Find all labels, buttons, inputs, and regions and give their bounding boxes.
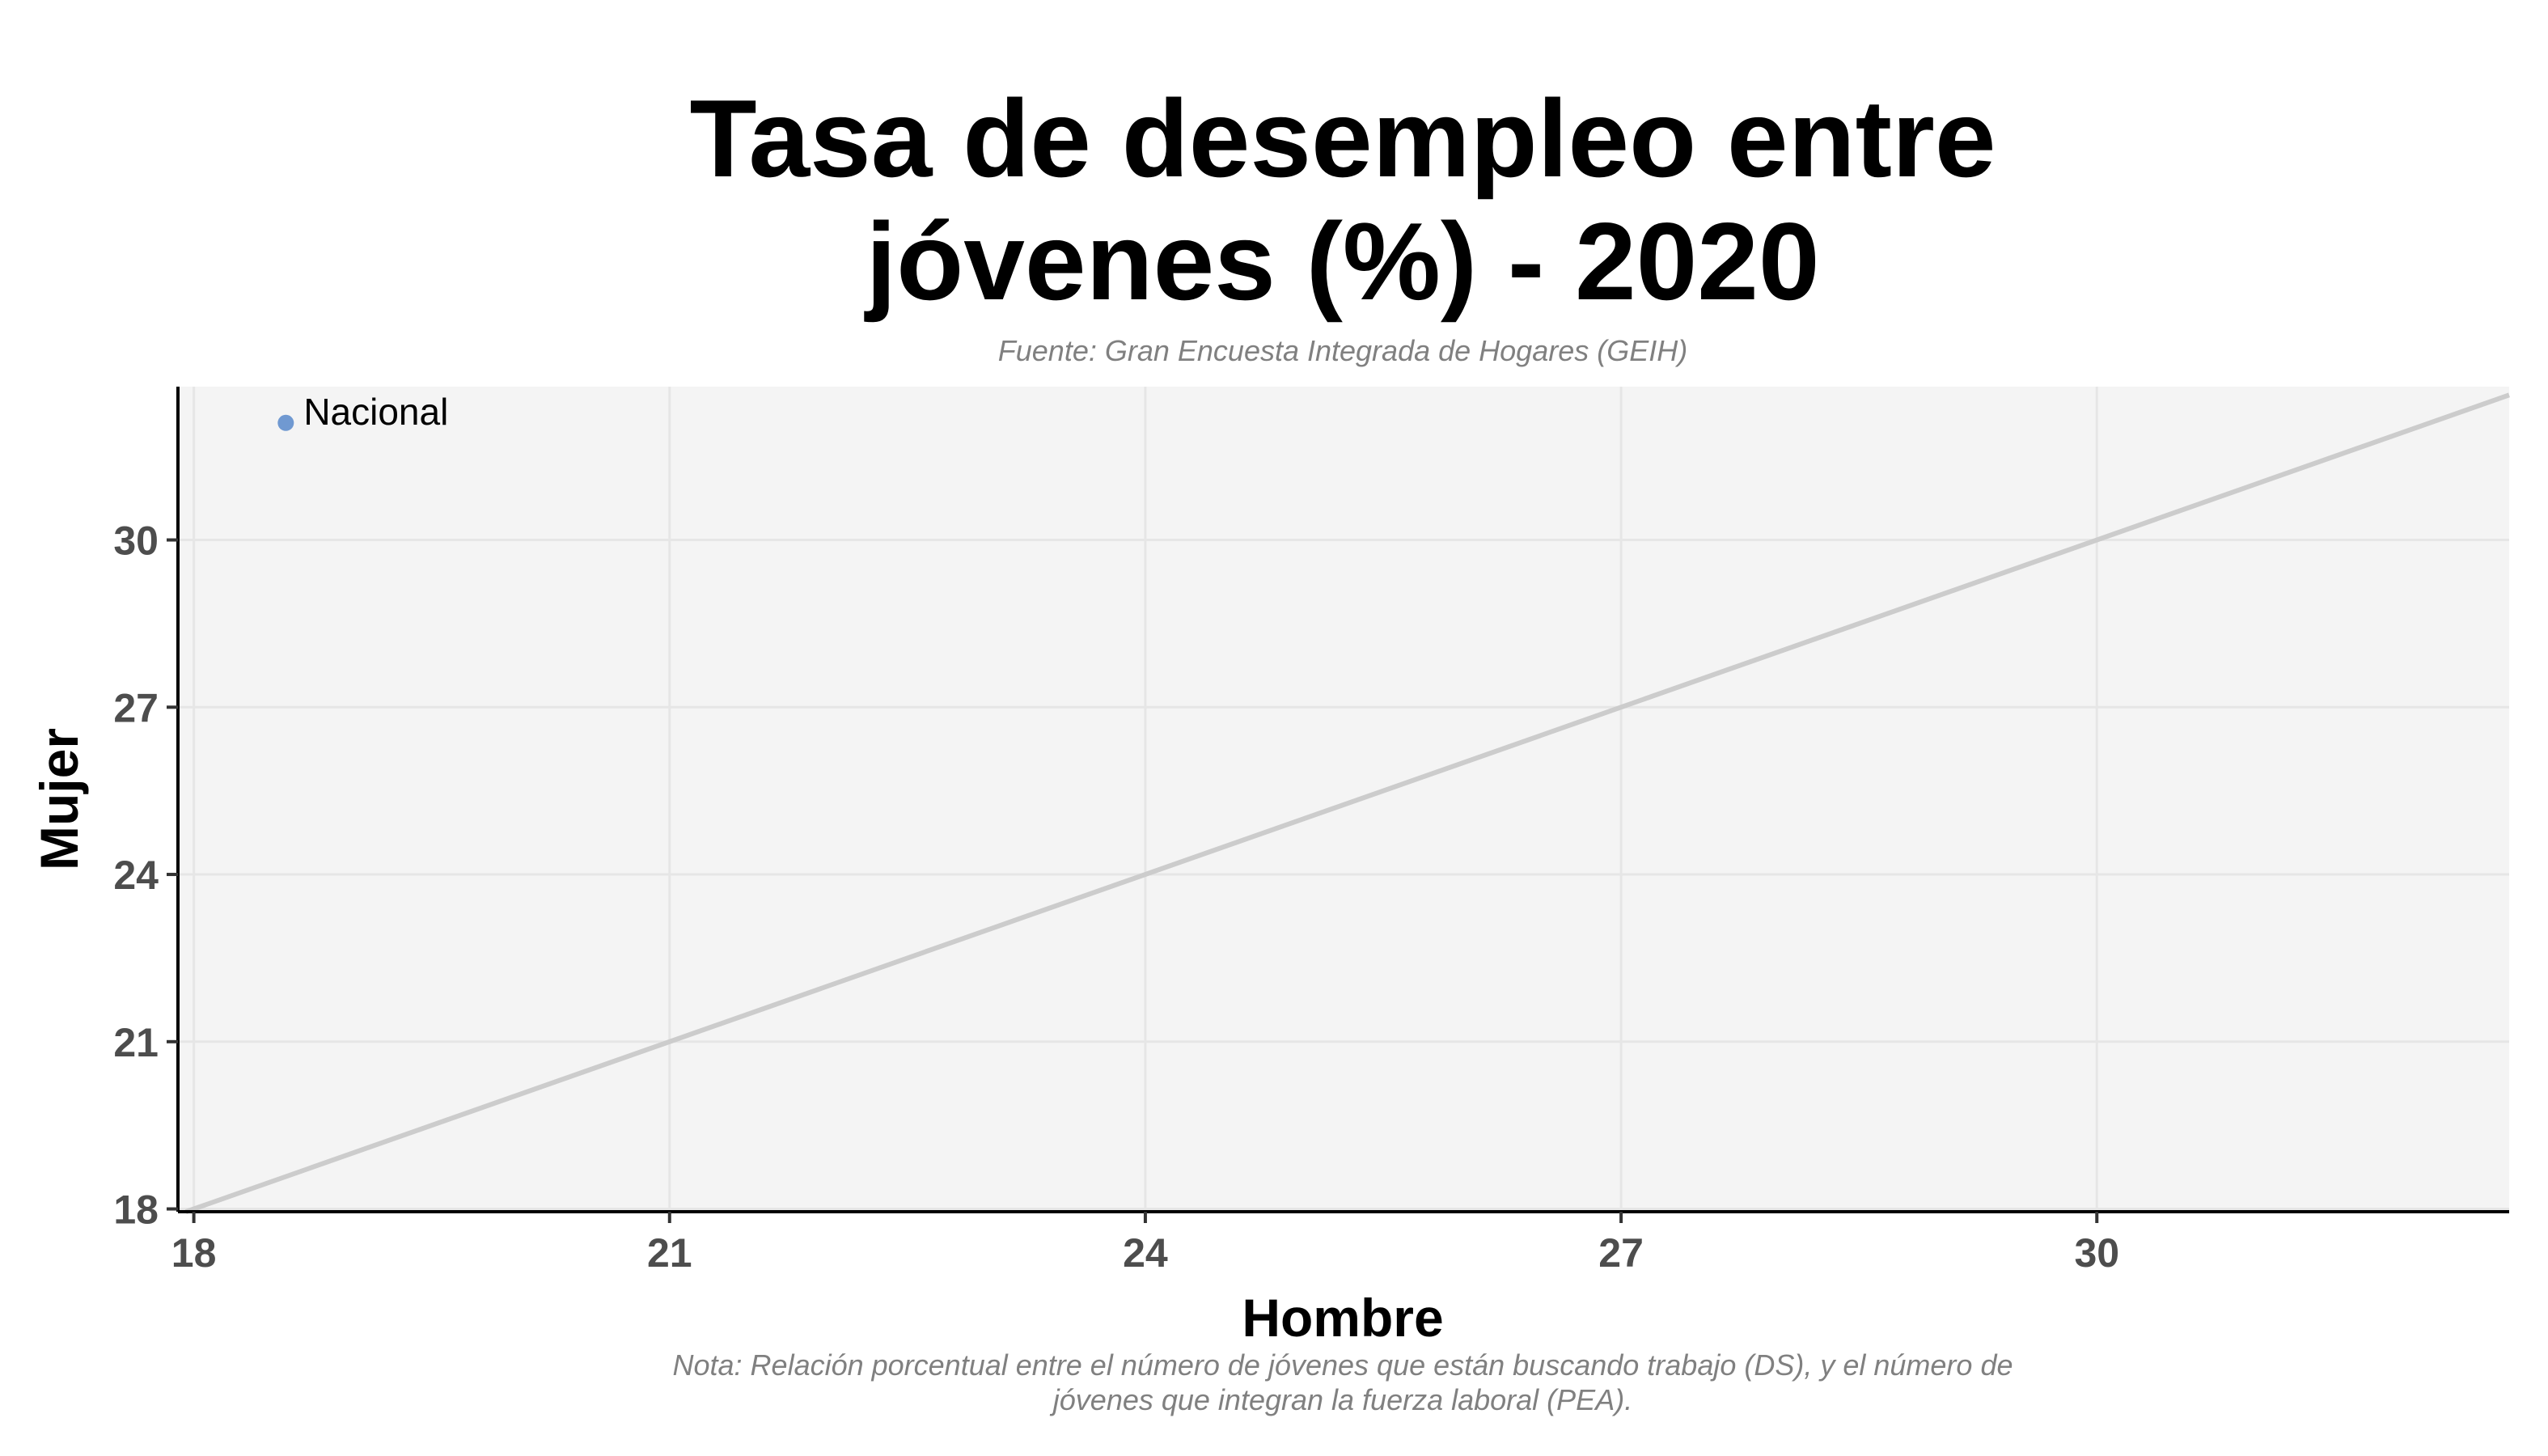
y-tick-label-30: 30: [113, 518, 159, 564]
x-tick-label-21: 21: [647, 1230, 692, 1276]
chart-title: Tasa de desempleo entre jóvenes (%) - 20…: [690, 77, 1996, 323]
plot-panel: [178, 387, 2509, 1212]
x-tick-label-27: 27: [1598, 1230, 1644, 1276]
y-tick-label-24: 24: [113, 853, 159, 898]
grid-lines: [178, 387, 2509, 1212]
data-point-label-0: Nacional: [303, 391, 448, 433]
x-axis-title: Hombre: [1242, 1288, 1443, 1348]
data-point-0: [277, 414, 294, 431]
y-axis-title: Mujer: [29, 728, 89, 870]
y-tick-label-27: 27: [113, 685, 159, 730]
x-tick-label-24: 24: [1123, 1230, 1168, 1276]
chart-title-line-2: jóvenes (%) - 2020: [863, 200, 1819, 323]
x-axis-ticks: 18 21 24 27 30: [171, 1212, 2119, 1276]
chart-subtitle: Fuente: Gran Encuesta Integrada de Hogar…: [998, 334, 1687, 367]
chart-title-line-1: Tasa de desempleo entre: [690, 77, 1996, 200]
identity-reference-line: [184, 392, 2510, 1214]
data-points: Nacional: [277, 391, 448, 433]
y-tick-label-21: 21: [113, 1020, 159, 1065]
y-axis-ticks: 18 21 24 27 30: [113, 518, 178, 1233]
x-tick-label-18: 18: [171, 1230, 217, 1276]
chart-note-line-1: Nota: Relación porcentual entre el númer…: [673, 1348, 2013, 1382]
y-tick-label-18: 18: [113, 1187, 159, 1233]
chart-note-line-2: jóvenes que integran la fuerza laboral (…: [1049, 1383, 1632, 1416]
x-tick-label-30: 30: [2074, 1230, 2119, 1276]
